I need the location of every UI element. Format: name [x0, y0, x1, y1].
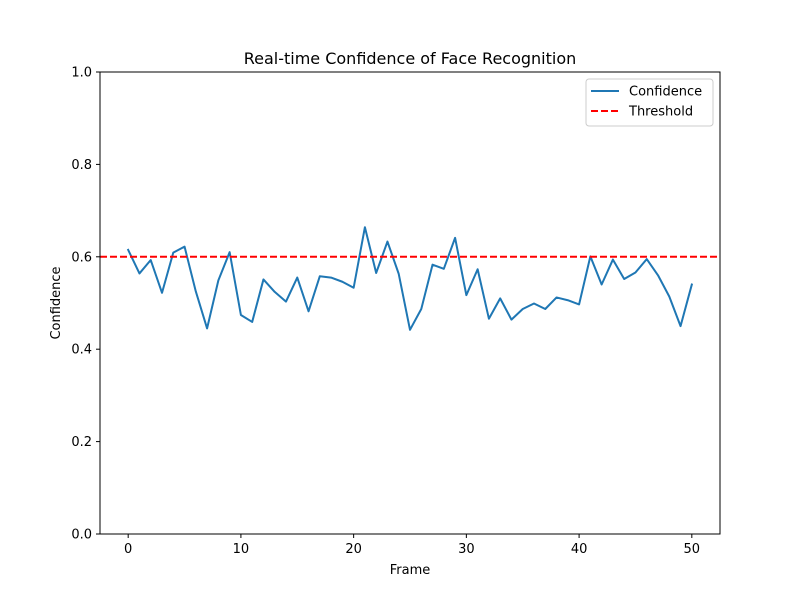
y-tick-label: 0.4 [71, 343, 92, 358]
y-axis-label: Confidence [49, 266, 64, 339]
y-tick-label: 0.2 [71, 435, 92, 450]
x-axis-label: Frame [390, 563, 431, 578]
y-tick-label: 0.6 [71, 250, 92, 265]
y-tick-label: 0.0 [71, 528, 92, 543]
confidence-series-line [126, 226, 694, 331]
x-tick-label: 30 [458, 542, 475, 557]
y-tick-label: 0.8 [71, 158, 92, 173]
x-tick-label: 20 [345, 542, 362, 557]
chart-title: Real-time Confidence of Face Recognition [244, 49, 577, 68]
x-tick-label: 10 [233, 542, 250, 557]
x-tick-label: 0 [124, 542, 132, 557]
legend-label-confidence: Confidence [629, 85, 702, 100]
x-tick-label: 50 [684, 542, 701, 557]
plot-area: 0.0 0.2 0.4 0.6 0.8 1.0 0 10 20 30 40 50 Confidence T… [71, 66, 721, 557]
y-tick-label: 1.0 [71, 66, 92, 81]
x-tick-label: 40 [571, 542, 588, 557]
legend-label-threshold: Threshold [628, 105, 693, 120]
axes-frame [99, 71, 721, 535]
